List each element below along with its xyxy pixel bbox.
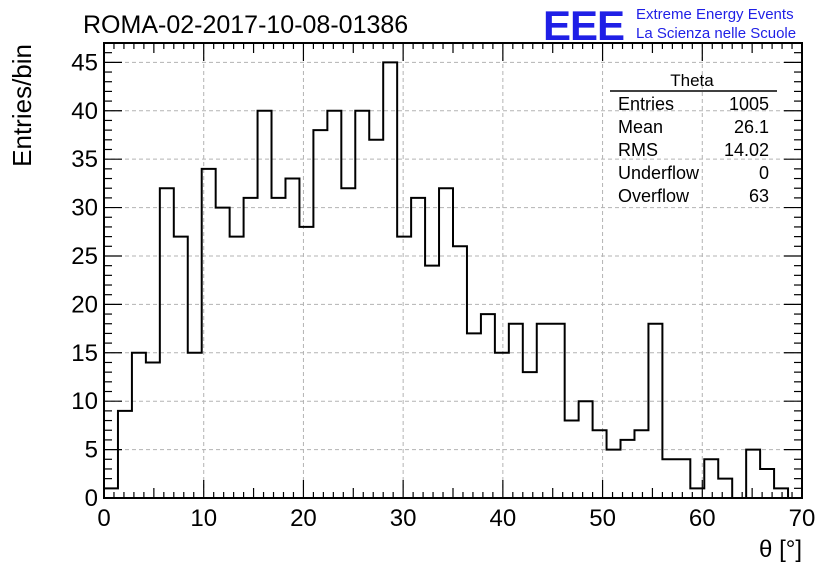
y-tick-label: 45 <box>71 49 98 76</box>
y-tick-label: 40 <box>71 98 98 125</box>
stats-entries-value: 1005 <box>729 94 769 114</box>
grid-lines <box>104 43 802 498</box>
histogram-bar <box>593 430 607 498</box>
histogram-bar <box>551 324 565 498</box>
histogram-bar <box>341 188 355 498</box>
histogram-bar <box>369 140 383 498</box>
stats-rms-label: RMS <box>618 140 658 160</box>
stats-title: Theta <box>670 71 714 90</box>
histogram-bar <box>244 198 258 498</box>
y-tick-label: 10 <box>71 388 98 415</box>
histogram-bar <box>481 314 495 498</box>
logo-line1: Extreme Energy Events <box>636 6 794 23</box>
x-tick-labels: 0 10 20 30 40 50 60 70 <box>97 505 815 532</box>
x-tick-label: 10 <box>190 505 217 532</box>
x-tick-label: 40 <box>490 505 517 532</box>
histogram-bar <box>425 266 439 498</box>
histogram-bar <box>104 488 118 498</box>
histogram-bar <box>383 62 397 498</box>
logo-mark: EEE <box>543 2 624 49</box>
x-tick-label: 20 <box>290 505 317 532</box>
histogram-bar <box>523 372 537 498</box>
histogram-bar <box>537 324 551 498</box>
stats-underflow-value: 0 <box>759 163 769 183</box>
histogram-bar <box>188 353 202 498</box>
histogram-bar <box>746 450 760 498</box>
histogram-bar <box>230 237 244 498</box>
y-tick-label: 25 <box>71 243 98 270</box>
stats-rms-value: 14.02 <box>724 140 769 160</box>
histogram-bar <box>495 353 509 498</box>
histogram-bar <box>565 421 579 498</box>
eee-logo: EEE Extreme Energy Events La Scienza nel… <box>543 2 796 49</box>
y-tick-label: 30 <box>71 195 98 222</box>
chart-title: ROMA-02-2017-10-08-01386 <box>83 11 408 39</box>
x-tick-label: 0 <box>97 505 110 532</box>
stats-entries-label: Entries <box>618 94 674 114</box>
stats-mean-label: Mean <box>618 117 663 137</box>
x-tick-label: 50 <box>589 505 616 532</box>
y-tick-label: 15 <box>71 340 98 367</box>
stats-overflow-label: Overflow <box>618 186 690 206</box>
stats-overflow-value: 63 <box>749 186 769 206</box>
plot-frame <box>103 42 803 499</box>
x-tick-label: 60 <box>689 505 716 532</box>
x-tick-label: 30 <box>390 505 417 532</box>
y-tick-label: 0 <box>85 485 98 512</box>
histogram-bar <box>397 237 411 498</box>
logo-line2: La Scienza nelle Scuole <box>636 25 796 42</box>
x-axis-label: θ [°] <box>759 536 802 563</box>
histogram-bar <box>160 188 174 498</box>
histogram-bar <box>774 488 788 498</box>
histogram-bar <box>272 198 286 498</box>
histogram-outline <box>103 61 802 499</box>
y-tick-labels: 0 5 10 15 20 25 30 35 40 45 <box>71 49 98 512</box>
y-tick-label: 35 <box>71 146 98 173</box>
histogram-bar <box>467 333 481 498</box>
histogram-bar <box>509 324 523 498</box>
histogram-bar <box>174 237 188 498</box>
histogram-bar <box>411 198 425 498</box>
histogram-bar <box>313 130 327 498</box>
stats-box: Theta Entries 1005 Mean 26.1 RMS 14.02 U… <box>610 71 777 206</box>
histogram-bar <box>704 459 718 498</box>
stats-mean-value: 26.1 <box>734 117 769 137</box>
histogram-bar <box>662 459 676 498</box>
histogram-bar <box>146 362 160 498</box>
histogram-bar <box>132 353 146 498</box>
histogram-bar <box>634 430 648 498</box>
y-axis-label: Entries/bin <box>7 44 37 167</box>
y-tick-label: 5 <box>85 437 98 464</box>
histogram-bars <box>104 62 788 498</box>
histogram-bar <box>453 246 467 498</box>
y-tick-label: 20 <box>71 291 98 318</box>
histogram-bar <box>718 479 732 498</box>
stats-underflow-label: Underflow <box>618 163 700 183</box>
histogram-bar <box>118 411 132 498</box>
x-tick-label: 70 <box>789 505 816 532</box>
axis-ticks <box>103 42 803 499</box>
histogram-bar <box>299 227 313 498</box>
histogram-bar <box>648 324 662 498</box>
histogram-bar <box>607 450 621 498</box>
histogram-bar <box>676 459 690 498</box>
histogram-bar <box>621 440 635 498</box>
histogram-bar <box>439 188 453 498</box>
